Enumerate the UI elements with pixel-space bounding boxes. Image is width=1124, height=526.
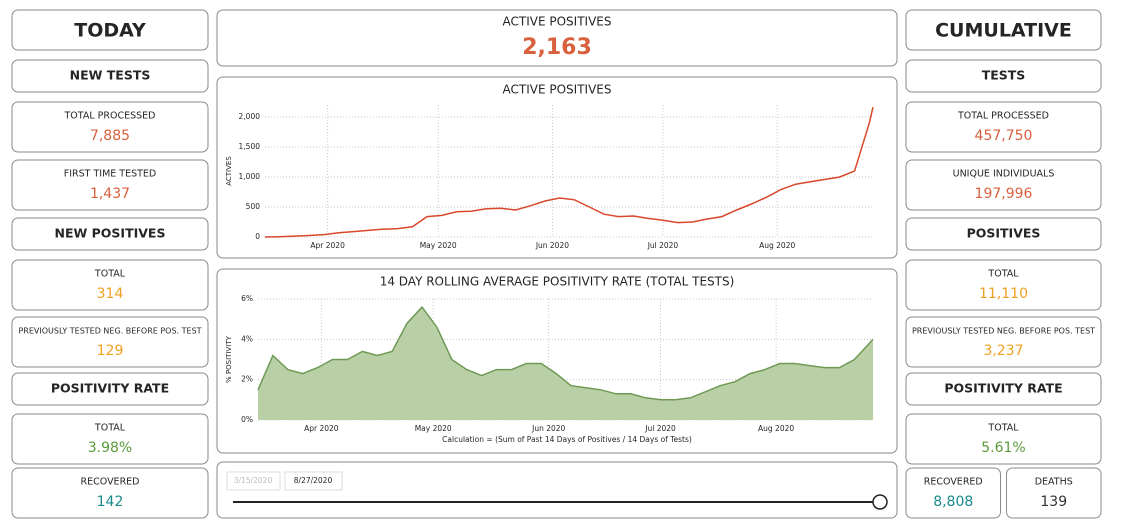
section-card	[11, 59, 209, 93]
chart-title: 14 DAY ROLLING AVERAGE POSITIVITY RATE (…	[380, 275, 735, 289]
stat-value: 7,885	[90, 128, 130, 144]
section-heading: POSITIVITY RATE	[944, 381, 1062, 396]
stat-value: 1,437	[90, 186, 130, 202]
y-axis-label: % POSITIVITY	[225, 335, 233, 383]
stat-card	[11, 101, 209, 153]
column-title: CUMULATIVE	[935, 20, 1072, 42]
stat-label: TOTAL	[987, 423, 1019, 434]
chart-title: ACTIVE POSITIVES	[503, 83, 612, 97]
stat-card	[11, 259, 209, 311]
y-tick-label: 2%	[241, 375, 253, 384]
stat-label: TOTAL PROCESSED	[957, 111, 1049, 122]
stat-value: 3,237	[983, 343, 1023, 359]
stat-value: 139	[1040, 494, 1067, 510]
x-tick-label: Aug 2020	[758, 424, 794, 433]
stat-card	[905, 467, 1001, 519]
header-value: 2,163	[522, 35, 592, 60]
chart-note: Calculation = (Sum of Past 14 Days of Po…	[442, 435, 692, 444]
y-tick-label: 6%	[241, 294, 253, 303]
slider-end: 8/27/2020	[294, 476, 333, 485]
stat-card	[11, 159, 209, 211]
x-tick-label: May 2020	[420, 241, 457, 250]
stat-value: 314	[97, 286, 124, 302]
stat-card	[905, 413, 1102, 465]
x-tick-label: Apr 2020	[304, 424, 339, 433]
section-card	[905, 217, 1102, 251]
stat-value: 5.61%	[981, 440, 1025, 456]
stat-label: UNIQUE INDIVIDUALS	[953, 169, 1055, 180]
stat-label: TOTAL	[94, 423, 126, 434]
stat-label: TOTAL PROCESSED	[64, 111, 156, 122]
title-card	[11, 9, 209, 51]
header-card	[216, 9, 898, 67]
section-card	[11, 217, 209, 251]
stat-card	[11, 413, 209, 465]
y-tick-label: 4%	[241, 334, 253, 343]
stat-label: RECOVERED	[81, 477, 140, 488]
section-heading: TESTS	[982, 68, 1026, 83]
section-card	[905, 59, 1102, 93]
section-heading: NEW TESTS	[70, 68, 151, 83]
x-tick-label: Jun 2020	[531, 424, 565, 433]
date-box	[226, 471, 281, 491]
stat-value: 197,996	[975, 186, 1033, 202]
slider-card	[216, 461, 898, 519]
stat-label: PREVIOUSLY TESTED NEG. BEFORE POS. TEST	[912, 327, 1095, 336]
stat-card	[11, 316, 209, 368]
section-card	[905, 372, 1102, 406]
y-tick-label: 1,500	[239, 142, 261, 151]
stat-card	[905, 101, 1102, 153]
stat-label: DEATHS	[1035, 477, 1073, 488]
section-card	[11, 372, 209, 406]
stat-value: 129	[97, 343, 124, 359]
stat-card	[905, 316, 1102, 368]
x-tick-label: Apr 2020	[310, 241, 345, 250]
stat-card	[1006, 467, 1102, 519]
stat-card	[905, 259, 1102, 311]
stat-card	[11, 467, 209, 519]
y-tick-label: 0	[255, 232, 260, 241]
stat-label: PREVIOUSLY TESTED NEG. BEFORE POS. TEST	[18, 327, 201, 336]
area-line	[257, 305, 874, 401]
section-heading: POSITIVES	[967, 226, 1041, 241]
stat-label: TOTAL	[987, 269, 1019, 280]
area	[258, 307, 873, 420]
header-label: ACTIVE POSITIVES	[503, 15, 612, 29]
slider-start: 3/15/2020	[234, 476, 273, 485]
stat-label: FIRST TIME TESTED	[64, 169, 157, 180]
column-title: TODAY	[74, 20, 146, 42]
y-tick-label: 2,000	[239, 112, 261, 121]
stat-value: 8,808	[933, 494, 973, 510]
x-tick-label: Jul 2020	[644, 424, 676, 433]
x-tick-label: Aug 2020	[759, 241, 795, 250]
x-tick-label: Jul 2020	[647, 241, 679, 250]
stat-card	[905, 159, 1102, 211]
stat-value: 457,750	[975, 128, 1033, 144]
x-tick-label: May 2020	[415, 424, 452, 433]
y-tick-label: 1,000	[239, 172, 261, 181]
stat-value: 142	[97, 494, 124, 510]
title-card	[905, 9, 1102, 51]
stat-value: 3.98%	[88, 440, 132, 456]
section-heading: POSITIVITY RATE	[51, 381, 169, 396]
stat-value: 11,110	[979, 286, 1028, 302]
y-tick-label: 500	[246, 202, 261, 211]
stat-label: TOTAL	[94, 269, 126, 280]
x-tick-label: Jun 2020	[535, 241, 569, 250]
line	[264, 107, 874, 238]
y-tick-label: 0%	[241, 415, 253, 424]
section-heading: NEW POSITIVES	[55, 226, 166, 241]
slider-handle[interactable]	[872, 494, 888, 510]
y-axis-label: ACTIVES	[225, 156, 233, 186]
date-box	[284, 471, 343, 491]
chart-card	[216, 76, 898, 259]
stat-label: RECOVERED	[924, 477, 983, 488]
